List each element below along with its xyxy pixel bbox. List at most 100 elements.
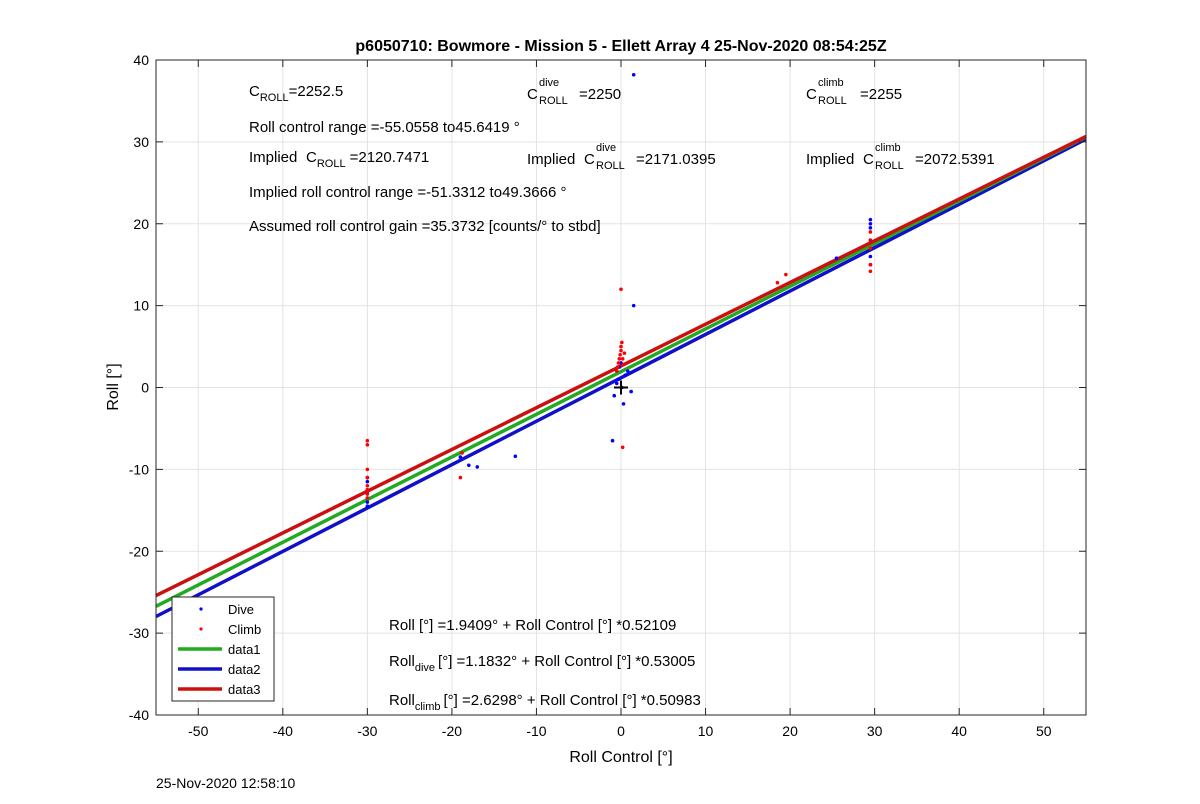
axis-ticks: -50 -40 -30 -20 -10 0 10 20 30 40 50 -40 -30 -20 -10 0 1… [129,52,1086,739]
legend-label-data3: data3 [228,682,261,697]
dive-point [625,369,630,373]
y-tick-label: 40 [133,52,149,68]
x-tick-label: 20 [782,723,798,739]
annotation-implied-c-roll: Implied CROLL =2120.7471 [249,149,429,170]
climb-point [365,488,370,492]
x-tick-label: -40 [273,723,293,739]
climb-point [868,230,873,234]
climb-point [868,262,873,267]
dive-point [467,463,471,468]
climb-point [460,451,464,455]
dive-point [629,389,633,394]
climb-point [619,287,623,292]
dive-point [616,377,621,382]
legend-swatch-dive [199,607,203,611]
climb-point [365,467,370,472]
chart-title: p6050710: Bowmore - Mission 5 - Ellett A… [355,38,886,55]
climb-point [365,492,370,496]
y-tick-label: 10 [133,298,149,314]
annotation-implied-range: Implied roll control range =-51.3312 to4… [249,184,566,201]
climb-point [621,362,626,367]
annotation-roll-control-range: Roll control range =-55.0558 to45.6419 ° [249,119,520,136]
legend-swatch-climb [199,627,203,631]
climb-point [365,443,370,447]
x-tick-label: 40 [951,723,967,739]
climb-point [619,344,623,349]
x-axis-label: Roll Control [°] [569,749,672,766]
x-tick-label: 50 [1036,723,1052,739]
fit-line-data1 [155,135,1087,608]
x-tick-label: 0 [617,723,625,739]
dive-point [631,72,636,77]
fit-lines [155,134,1087,619]
climb-point [868,269,873,274]
climb-point [365,438,370,443]
climb-point [618,352,622,357]
climb-point [616,361,621,365]
climb-point [868,238,873,242]
legend-label-climb: Climb [228,622,261,637]
annotation-c-roll-climb: CROLLclimb=2255 [806,77,902,107]
fit-equation-dive: Rolldive [°] =1.1832° + Roll Control [°] … [389,653,695,674]
dive-point [610,438,615,443]
climb-point [619,348,623,353]
climb-point [620,357,625,361]
y-tick-label: 30 [133,134,149,150]
dive-point [365,500,370,504]
climb-point [620,445,625,450]
fit-equation-climb: Rollclimb [°] =2.6298° + Roll Control [°]… [389,692,701,713]
x-tick-label: -30 [357,723,377,739]
x-tick-label: 30 [867,723,883,739]
dive-point [612,393,617,398]
legend-label-data2: data2 [228,662,261,677]
fit-equation-all: Roll [°] =1.9409° + Roll Control [°] *0.… [389,617,676,634]
y-axis-label: Roll [°] [105,363,122,410]
y-tick-label: -10 [129,461,149,477]
climb-point [458,475,463,480]
x-tick-label: 10 [698,723,714,739]
print-timestamp: 25-Nov-2020 12:58:10 [156,775,296,791]
climb-point [617,357,622,361]
climb-point [365,475,370,480]
climb-point [614,369,619,373]
y-tick-label: -20 [129,543,149,559]
data-points [365,72,873,509]
dive-point [623,373,628,378]
y-tick-label: 0 [141,380,149,396]
dive-point [365,479,370,484]
dive-point [614,381,619,386]
dive-point [631,303,636,308]
legend-label-data1: data1 [228,642,261,657]
dive-point [868,221,873,226]
dive-point [365,504,370,509]
annotation-c-roll: CROLL=2252.5 [249,83,343,104]
fit-line-data3 [155,134,1087,598]
y-tick-label: -30 [129,625,149,641]
dive-point [868,226,873,230]
climb-point [615,365,620,369]
x-tick-label: -20 [442,723,462,739]
dive-point [513,454,518,459]
climb-point [784,272,788,277]
x-tick-label: -10 [526,723,546,739]
climb-point [365,496,370,500]
y-tick-label: -40 [129,707,149,723]
x-tick-label: -50 [188,723,208,739]
fit-line-data2 [155,137,1087,619]
annotation-implied-c-roll-dive: Implied CROLLdive=2171.0395 [527,142,716,172]
y-tick-label: 20 [133,216,149,232]
dive-point [458,455,463,459]
dive-point [621,402,626,406]
legend: Dive Climb data1 data2 data3 [171,596,275,702]
dive-point [868,217,873,222]
legend-label-dive: Dive [228,602,254,617]
dive-point [834,256,839,260]
climb-point [868,246,873,251]
annotation-implied-c-roll-climb: Implied CROLLclimb=2072.5391 [806,142,995,172]
climb-point [622,351,627,355]
annotation-gain: Assumed roll control gain =35.3732 [coun… [249,218,601,235]
climb-point [365,483,370,488]
climb-point [775,280,780,285]
dive-point [475,465,480,469]
